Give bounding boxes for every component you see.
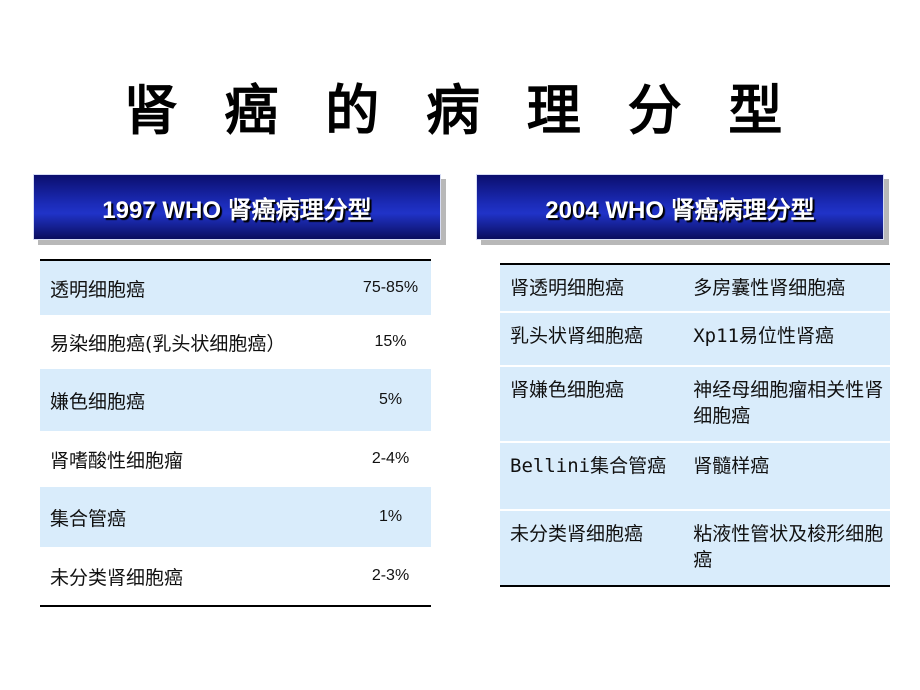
header-1997-who: 1997 WHO 肾癌病理分型 <box>33 174 441 240</box>
header-2004-who: 2004 WHO 肾癌病理分型 <box>476 174 884 240</box>
table-row: 未分类肾细胞癌 粘液性管状及梭形细胞癌 <box>500 511 890 585</box>
subtype-cell: 肾髓样癌 <box>693 455 770 477</box>
subtype-name: 透明细胞癌 <box>50 278 146 301</box>
subtype-cell: 肾嫌色细胞癌 <box>510 379 625 401</box>
subtype-cell: 未分类肾细胞癌 <box>510 523 644 545</box>
subtype-percentage: 2-4% <box>371 450 410 467</box>
table-row: 乳头状肾细胞癌 Xp11易位性肾癌 <box>500 313 890 367</box>
subtype-name: 嫌色细胞癌 <box>50 390 146 413</box>
subtype-cell: 多房囊性肾细胞癌 <box>693 277 846 299</box>
table-row: 嫌色细胞癌 5% <box>40 369 431 431</box>
subtype-name: 肾嗜酸性细胞瘤 <box>50 449 184 472</box>
table-row: 易染细胞癌(乳头状细胞癌） 15% <box>40 315 431 369</box>
subtype-cell: 乳头状肾细胞癌 <box>510 325 644 347</box>
subtype-percentage: 75-85% <box>362 279 419 296</box>
subtype-name: 集合管癌 <box>50 507 127 530</box>
table-2004: 肾透明细胞癌 多房囊性肾细胞癌 乳头状肾细胞癌 Xp11易位性肾癌 肾嫌色细胞癌… <box>500 263 890 587</box>
table-row: 肾嫌色细胞癌 神经母细胞瘤相关性肾细胞癌 <box>500 367 890 443</box>
header-2004-label: 2004 WHO 肾癌病理分型 <box>545 196 815 224</box>
table-row: 肾透明细胞癌 多房囊性肾细胞癌 <box>500 265 890 313</box>
table-row: Bellini集合管癌 肾髓样癌 <box>500 443 890 511</box>
table-1997: 透明细胞癌 75-85% 易染细胞癌(乳头状细胞癌） 15% 嫌色细胞癌 5% … <box>40 259 431 607</box>
subtype-cell: 神经母细胞瘤相关性肾细胞癌 <box>693 379 884 427</box>
subtype-percentage: 2-3% <box>371 567 410 584</box>
table-row: 未分类肾细胞癌 2-3% <box>40 547 431 605</box>
subtype-cell: Bellini集合管癌 <box>510 455 667 477</box>
subtype-percentage: 1% <box>378 508 403 525</box>
subtype-cell: 肾透明细胞癌 <box>510 277 625 299</box>
page-title: 肾 癌 的 病 理 分 型 <box>123 79 797 142</box>
subtype-name: 未分类肾细胞癌 <box>50 566 184 589</box>
table-row: 肾嗜酸性细胞瘤 2-4% <box>40 431 431 487</box>
subtype-percentage: 15% <box>374 333 407 350</box>
subtype-percentage: 5% <box>378 391 403 408</box>
subtype-cell: Xp11易位性肾癌 <box>693 325 834 347</box>
header-1997-label: 1997 WHO 肾癌病理分型 <box>102 196 372 224</box>
table-row: 透明细胞癌 75-85% <box>40 261 431 315</box>
table-row: 集合管癌 1% <box>40 487 431 547</box>
subtype-name: 易染细胞癌(乳头状细胞癌） <box>50 332 286 355</box>
subtype-cell: 粘液性管状及梭形细胞癌 <box>693 523 884 571</box>
